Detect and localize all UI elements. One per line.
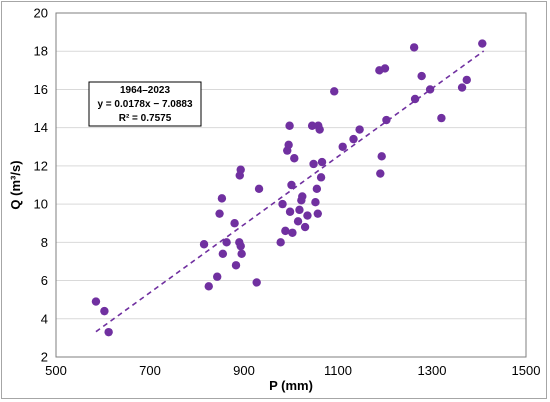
data-point — [409, 43, 419, 52]
data-point — [313, 209, 322, 218]
data-point — [288, 228, 297, 237]
x-tick-label: 900 — [233, 363, 255, 378]
y-tick-label: 2 — [41, 350, 48, 365]
data-point — [307, 121, 317, 130]
data-point — [276, 238, 285, 247]
data-points — [91, 39, 487, 337]
y-tick-label: 4 — [41, 311, 48, 326]
data-point — [309, 159, 318, 169]
data-point — [213, 272, 222, 281]
data-point — [303, 211, 312, 220]
data-point — [100, 306, 109, 316]
data-point — [417, 71, 426, 81]
data-point — [410, 94, 420, 104]
data-point — [215, 209, 224, 218]
data-point — [315, 125, 324, 134]
y-tick-label: 10 — [34, 197, 48, 212]
data-point — [281, 226, 290, 236]
data-point — [285, 121, 294, 130]
data-point — [317, 157, 327, 167]
data-point — [377, 152, 386, 161]
plot-area-border — [55, 12, 527, 358]
x-tick-label: 1100 — [324, 363, 352, 378]
data-point — [311, 198, 320, 207]
data-point — [478, 39, 487, 48]
data-point — [287, 180, 296, 190]
y-tick-label: 8 — [41, 235, 48, 250]
data-point — [355, 125, 364, 134]
y-tick-labels: 2 4 6 8 10 12 14 16 18 20 — [34, 6, 48, 365]
data-point — [91, 297, 101, 306]
x-axis-title: P (mm) — [269, 378, 313, 393]
data-point — [293, 217, 303, 226]
data-point — [382, 115, 391, 125]
data-point — [425, 85, 435, 94]
annotation-period: 1964–2023 — [120, 85, 170, 96]
data-point — [204, 282, 213, 291]
data-point — [252, 278, 261, 287]
equation-annotation: 1964–2023 y = 0.0178x − 7.0883 R² = 0.75… — [88, 81, 202, 127]
equation-box — [88, 81, 202, 127]
data-point — [457, 83, 467, 92]
data-point — [285, 207, 295, 216]
data-point — [312, 184, 322, 194]
y-tick-label: 16 — [34, 82, 48, 97]
data-point — [298, 192, 307, 201]
data-point — [218, 249, 228, 258]
x-tick-labels: 500 700 900 1100 1300 1500 — [45, 363, 540, 378]
data-point — [230, 219, 239, 228]
y-tick-label: 20 — [34, 6, 48, 21]
data-point — [284, 140, 293, 150]
x-tick-label: 700 — [139, 363, 161, 378]
data-point — [330, 87, 339, 96]
y-tick-label: 12 — [34, 158, 48, 173]
data-point — [278, 199, 287, 209]
x-tick-label: 1300 — [418, 363, 447, 378]
data-point — [316, 173, 326, 182]
data-point — [376, 169, 385, 178]
y-tick-label: 6 — [41, 273, 48, 288]
data-point — [295, 205, 304, 215]
data-point — [290, 154, 299, 163]
x-tick-label: 1500 — [512, 363, 541, 378]
annotation-r-squared: R² = 0.7575 — [119, 113, 172, 124]
y-tick-label: 18 — [34, 44, 48, 59]
annotation-equation: y = 0.0178x − 7.0883 — [97, 99, 193, 110]
data-point — [349, 134, 358, 144]
data-point — [199, 240, 209, 249]
data-point — [236, 165, 245, 174]
data-point — [222, 238, 231, 247]
data-point — [237, 249, 246, 258]
data-point — [231, 261, 241, 270]
y-tick-label: 14 — [34, 120, 48, 135]
data-point — [104, 327, 113, 337]
data-point — [236, 241, 245, 251]
data-point — [338, 142, 347, 151]
data-point — [254, 184, 264, 194]
data-point — [437, 113, 446, 123]
data-point — [380, 64, 390, 73]
x-tick-label: 500 — [45, 363, 67, 378]
data-point — [300, 222, 310, 232]
y-axis-title: Q (m³/s) — [8, 160, 23, 209]
data-point — [462, 75, 471, 85]
data-point — [217, 194, 227, 203]
